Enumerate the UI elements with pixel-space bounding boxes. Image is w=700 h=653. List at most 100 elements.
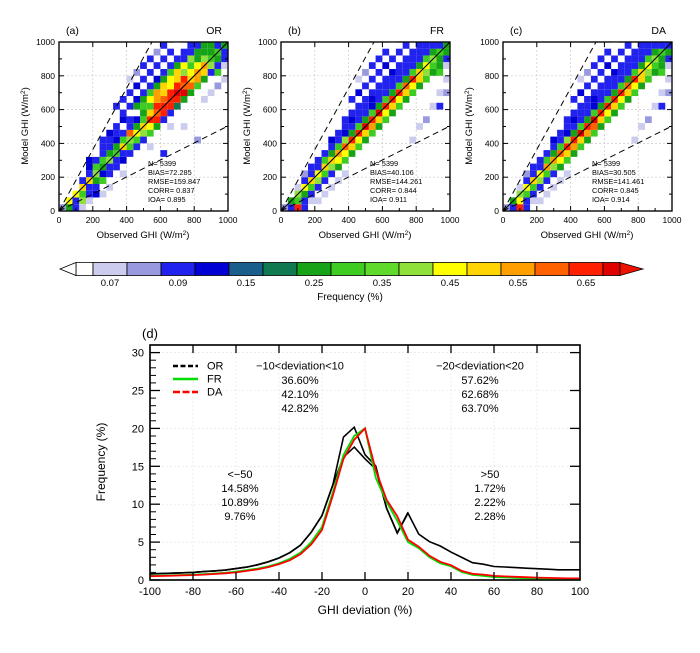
svg-text:80: 80 <box>531 586 543 598</box>
legend-label-da: DA <box>207 387 223 399</box>
svg-text:400: 400 <box>41 138 55 148</box>
legend-label-or: OR <box>207 361 224 373</box>
svg-text:1000: 1000 <box>480 37 499 47</box>
svg-text:20: 20 <box>132 423 144 435</box>
panel-a-tag: (a) <box>66 25 79 37</box>
colorbar-tick-labels: 0.07 0.09 0.15 0.25 0.35 0.45 0.55 0.65 <box>101 278 596 289</box>
svg-text:-40: -40 <box>271 586 287 598</box>
panel-b-xtick-labels: 0 200 400 600 800 1000 <box>279 215 460 225</box>
svg-text:0: 0 <box>138 575 144 587</box>
svg-text:BIAS=72.285: BIAS=72.285 <box>148 168 192 177</box>
svg-text:400: 400 <box>342 215 356 225</box>
annotation-lt50-fr: 10.89% <box>221 497 259 509</box>
svg-text:0: 0 <box>57 215 62 225</box>
svg-text:20: 20 <box>402 586 414 598</box>
panel-b-tag: (b) <box>288 25 301 37</box>
panel-c-xtick-labels: 0 200 400 600 800 1000 <box>501 215 682 225</box>
svg-text:0: 0 <box>501 215 506 225</box>
svg-text:RMSE=144.261: RMSE=144.261 <box>370 177 422 186</box>
svg-text:0.25: 0.25 <box>305 278 324 289</box>
panel-d-xaxis-label: GHI deviation (%) <box>318 603 413 617</box>
svg-text:200: 200 <box>530 215 544 225</box>
svg-text:IOA= 0.895: IOA= 0.895 <box>148 195 186 204</box>
svg-text:1000: 1000 <box>663 215 682 225</box>
panel-b-yaxis-label: Model GHI (W/m2) <box>242 87 253 165</box>
panel-c-plot-area <box>502 41 673 212</box>
svg-text:400: 400 <box>263 138 277 148</box>
panel-d-series-or-tail <box>149 445 580 575</box>
svg-text:15: 15 <box>132 461 144 473</box>
panel-c-lower-bound-line <box>502 125 673 212</box>
panel-c-one-to-one-line <box>502 41 673 212</box>
annotation-gt50-fr: 2.22% <box>474 497 505 509</box>
svg-text:200: 200 <box>485 172 499 182</box>
colorbar-right-arrow <box>619 261 645 277</box>
svg-text:25: 25 <box>132 386 144 398</box>
legend-label-fr: FR <box>207 374 222 386</box>
svg-text:600: 600 <box>485 105 499 115</box>
svg-text:200: 200 <box>308 215 322 225</box>
panel-b-one-to-one-line <box>280 41 451 212</box>
svg-text:0: 0 <box>362 586 368 598</box>
annotation-dev20-or: 57.62% <box>461 375 499 387</box>
colorbar-title: Frequency (%) <box>317 292 383 303</box>
svg-text:400: 400 <box>564 215 578 225</box>
panel-a-ytick-labels: 0 200 400 600 800 1000 <box>36 37 55 216</box>
panel-a-lower-bound-line <box>58 125 229 212</box>
svg-text:400: 400 <box>485 138 499 148</box>
svg-text:200: 200 <box>263 172 277 182</box>
panel-a-xaxis-label: Observed GHI (W/m2) <box>97 230 190 241</box>
svg-text:1000: 1000 <box>219 215 238 225</box>
svg-text:0.45: 0.45 <box>441 278 460 289</box>
panel-b-stats-block: N= 5399 BIAS=40.106 RMSE=144.261 CORR= 0… <box>370 159 422 204</box>
annotation-dev20: −20<deviation<20 57.62% 62.68% 63.70% <box>436 361 524 416</box>
colorbar: 0.07 0.09 0.15 0.25 0.35 0.45 0.55 0.65 … <box>58 261 645 303</box>
annotation-dev20-da: 63.70% <box>461 403 499 415</box>
svg-text:600: 600 <box>153 215 167 225</box>
svg-text:0: 0 <box>50 206 55 216</box>
annotation-dev10-or: 36.60% <box>281 375 319 387</box>
svg-text:-100: -100 <box>139 586 161 598</box>
svg-text:40: 40 <box>445 586 457 598</box>
svg-text:800: 800 <box>41 71 55 81</box>
annotation-lt50-or: 14.58% <box>221 483 259 495</box>
svg-text:200: 200 <box>41 172 55 182</box>
annotation-gt50-header: >50 <box>481 469 500 481</box>
panel-b-xaxis-label: Observed GHI (W/m2) <box>319 230 412 241</box>
svg-text:0.07: 0.07 <box>101 278 120 289</box>
annotation-lt-minus50: <−50 14.58% 10.89% 9.76% <box>221 469 259 523</box>
svg-text:600: 600 <box>597 215 611 225</box>
svg-text:0: 0 <box>272 206 277 216</box>
panel-a-xtick-labels: 0 200 400 600 800 1000 <box>57 215 238 225</box>
svg-text:100: 100 <box>571 586 589 598</box>
svg-text:600: 600 <box>375 215 389 225</box>
panel-b-ytick-labels: 0 200 400 600 800 1000 <box>258 37 277 216</box>
svg-text:N= 5399: N= 5399 <box>370 159 398 168</box>
annotation-lt50-da: 9.76% <box>224 511 255 523</box>
panel-a-plot-area <box>58 41 229 212</box>
panel-a-upper-bound-line <box>58 41 153 212</box>
svg-text:600: 600 <box>41 105 55 115</box>
svg-text:IOA= 0.914: IOA= 0.914 <box>592 195 630 204</box>
svg-text:800: 800 <box>263 71 277 81</box>
svg-text:N= 5399: N= 5399 <box>148 159 176 168</box>
panel-d-ytick-labels: 0 5 10 15 20 25 30 <box>132 348 144 587</box>
panel-c-upper-bound-line <box>502 41 597 212</box>
panel-c-xaxis-label: Observed GHI (W/m2) <box>541 230 634 241</box>
annotation-gt50-da: 2.28% <box>474 511 505 523</box>
svg-text:N= 5399: N= 5399 <box>592 159 620 168</box>
panel-b: (b) FR 0 200 400 600 800 1000 0 200 400 … <box>242 25 460 241</box>
panel-c-ytick-labels: 0 200 400 600 800 1000 <box>480 37 499 216</box>
svg-text:30: 30 <box>132 348 144 360</box>
panel-d-series-da <box>149 426 580 580</box>
panel-d-tag: (d) <box>142 326 158 341</box>
svg-text:0.55: 0.55 <box>509 278 528 289</box>
panel-d-xtick-labels: -100 -80 -60 -40 -20 0 20 40 60 80 100 <box>139 586 589 598</box>
svg-text:5: 5 <box>138 537 144 549</box>
svg-text:800: 800 <box>409 215 423 225</box>
svg-text:800: 800 <box>631 215 645 225</box>
panel-a-stats-block: N= 5399 BIAS=72.285 RMSE=159.847 CORR= 0… <box>148 159 200 204</box>
annotation-dev10: −10<deviation<10 36.60% 42.10% 42.82% <box>256 361 344 416</box>
svg-text:1000: 1000 <box>36 37 55 47</box>
